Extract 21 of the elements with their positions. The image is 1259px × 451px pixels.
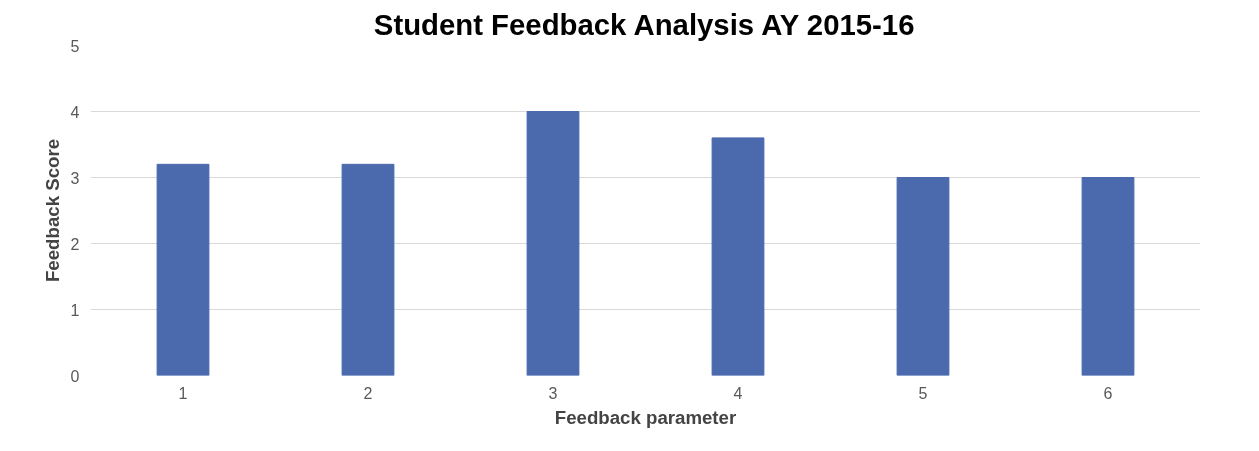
bar <box>1081 177 1135 376</box>
x-tick-label: 5 <box>918 384 928 402</box>
y-tick-label: 4 <box>70 103 80 121</box>
bar <box>711 137 765 376</box>
y-tick-label: 3 <box>70 169 80 187</box>
x-tick-label: 1 <box>178 384 188 402</box>
x-axis-title: Feedback parameter <box>554 406 737 428</box>
x-tick-label: 4 <box>733 384 743 402</box>
x-tick-label: 3 <box>548 384 558 402</box>
chart-title: Student Feedback Analysis AY 2015-16 <box>373 7 915 41</box>
y-tick-label: 5 <box>70 37 80 55</box>
y-tick-label: 2 <box>70 235 80 253</box>
y-tick-label: 1 <box>70 301 80 319</box>
bar <box>341 163 395 376</box>
bar <box>526 111 580 376</box>
y-axis-title: Feedback Score <box>41 138 63 283</box>
y-tick-label: 0 <box>70 367 80 385</box>
bar <box>156 163 210 376</box>
x-tick-label: 2 <box>363 384 373 402</box>
x-tick-label: 6 <box>1103 384 1113 402</box>
bar <box>896 177 950 376</box>
